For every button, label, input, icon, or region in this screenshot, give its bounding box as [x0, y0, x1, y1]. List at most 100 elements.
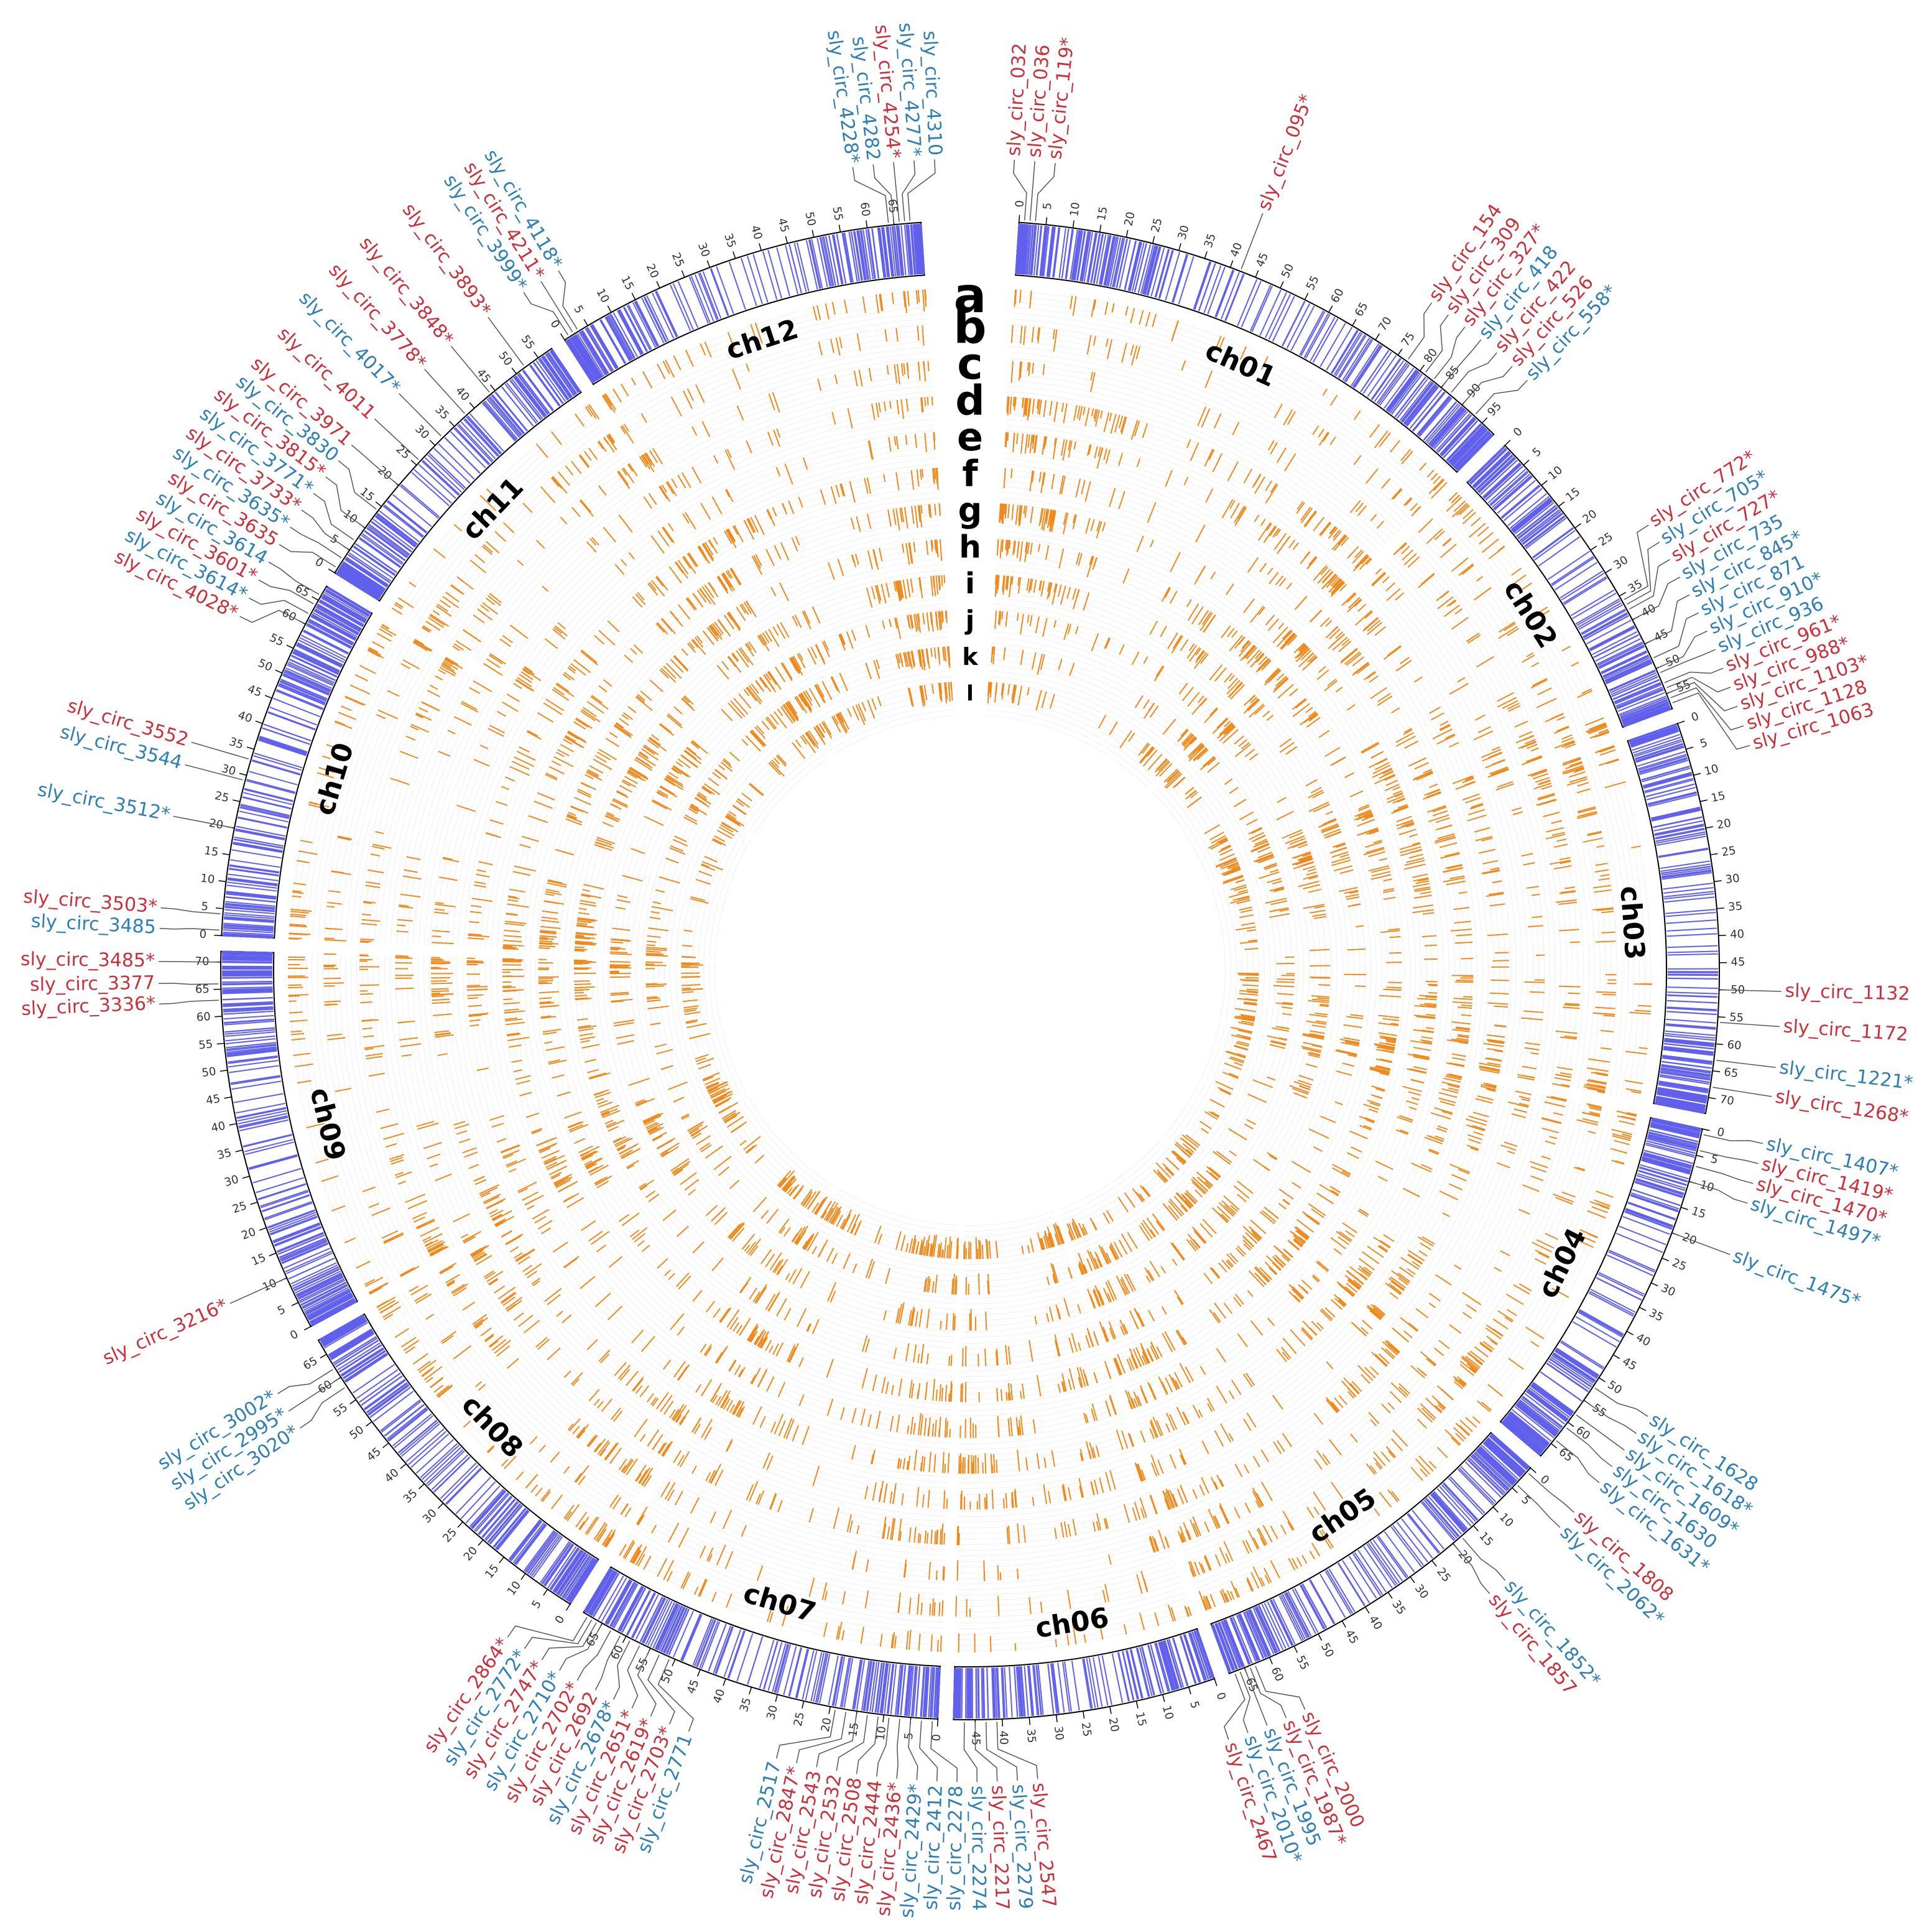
expression-mark — [1412, 1261, 1421, 1268]
expression-mark — [1443, 877, 1465, 883]
expression-mark — [1267, 878, 1282, 884]
expression-mark — [1303, 712, 1318, 724]
expression-mark — [1345, 894, 1359, 898]
expression-mark — [1023, 326, 1026, 345]
expression-mark — [1162, 1490, 1171, 1510]
expression-mark — [1263, 1567, 1272, 1583]
track-grid-line — [1412, 816, 1438, 1060]
expression-mark — [1135, 346, 1141, 359]
expression-mark — [1264, 1261, 1278, 1275]
expression-mark — [1576, 1119, 1598, 1126]
expression-mark — [1453, 1427, 1466, 1440]
expression-mark — [1093, 1290, 1101, 1307]
expression-mark — [1257, 851, 1273, 858]
expression-mark — [439, 1263, 456, 1274]
expression-mark — [1560, 1072, 1572, 1076]
expression-mark — [1032, 1496, 1035, 1506]
expression-mark — [1180, 1149, 1191, 1158]
expression-mark — [1278, 1037, 1288, 1041]
expression-mark — [1524, 981, 1545, 983]
expression-mark — [1121, 1431, 1129, 1449]
expression-mark — [1351, 903, 1361, 906]
expression-mark — [1351, 1381, 1362, 1392]
expression-mark — [1275, 575, 1284, 585]
expression-mark — [1332, 756, 1346, 766]
expression-mark — [1461, 564, 1474, 575]
expression-mark — [1089, 1442, 1094, 1459]
expression-mark — [1144, 1267, 1153, 1282]
expression-mark — [1361, 741, 1379, 753]
expression-mark — [1410, 503, 1418, 511]
expression-mark — [1331, 534, 1346, 550]
expression-mark — [1106, 1210, 1114, 1222]
expression-mark — [1584, 1084, 1606, 1090]
expression-mark — [1061, 475, 1066, 494]
expression-mark — [1010, 325, 1014, 343]
expression-mark — [892, 1483, 897, 1505]
expression-mark — [1367, 619, 1381, 632]
expression-mark — [883, 1310, 887, 1320]
expression-mark — [1420, 1403, 1436, 1419]
expression-mark — [1072, 588, 1077, 600]
expression-mark — [1117, 1354, 1126, 1374]
track-grid-line — [692, 828, 732, 958]
expression-mark — [1487, 1039, 1505, 1043]
expression-mark — [1076, 589, 1080, 598]
expression-mark — [1260, 1537, 1265, 1546]
expression-mark — [1260, 356, 1269, 370]
expression-mark — [1459, 1360, 1476, 1374]
expression-mark — [1388, 1278, 1405, 1291]
expression-mark — [1062, 1381, 1066, 1392]
expression-mark — [1350, 1014, 1364, 1017]
expression-mark — [1138, 742, 1149, 756]
expression-mark — [1306, 871, 1317, 876]
expression-mark — [1066, 1590, 1071, 1609]
expression-mark — [1361, 815, 1374, 822]
expression-mark — [817, 1244, 826, 1258]
expression-mark — [1367, 621, 1382, 636]
expression-mark — [1113, 1241, 1123, 1258]
expression-mark — [1589, 1113, 1601, 1116]
expression-mark — [360, 1001, 372, 1004]
expression-mark — [1331, 851, 1349, 858]
expression-mark — [1298, 880, 1320, 888]
expression-mark — [1340, 648, 1358, 664]
expression-mark — [1188, 643, 1195, 651]
expression-mark — [1422, 912, 1435, 915]
expression-mark — [757, 1490, 765, 1505]
expression-mark — [1433, 1347, 1444, 1357]
expression-mark — [1156, 1346, 1163, 1358]
expression-mark — [1172, 1243, 1186, 1261]
track-grid-line — [766, 1309, 953, 1366]
expression-mark — [1011, 685, 1016, 704]
track-grid-line — [988, 687, 1168, 768]
expression-mark — [1171, 320, 1179, 342]
expression-mark — [456, 1130, 468, 1135]
expression-mark — [1270, 1560, 1280, 1579]
expression-mark — [1224, 1205, 1236, 1215]
track-grid-line — [346, 650, 434, 942]
expression-mark — [1307, 1052, 1321, 1057]
expression-mark — [1289, 1085, 1310, 1093]
track-grid-line — [959, 1412, 1123, 1439]
expression-mark — [1596, 991, 1616, 993]
expression-mark — [1109, 1245, 1119, 1260]
expression-mark — [1461, 1004, 1472, 1007]
expression-mark — [1398, 804, 1408, 809]
expression-mark — [1093, 1371, 1098, 1383]
track-grid-line — [535, 959, 588, 1177]
track-grid-line — [1240, 705, 1325, 838]
expression-mark — [838, 1621, 843, 1640]
expression-mark — [1272, 626, 1288, 644]
expression-mark — [1045, 509, 1050, 524]
expression-mark — [1412, 873, 1428, 878]
expression-mark — [1137, 1463, 1145, 1482]
expression-mark — [1242, 1036, 1251, 1040]
expression-mark — [905, 1243, 909, 1253]
expression-mark — [1512, 811, 1523, 815]
expression-mark — [913, 1449, 918, 1471]
expression-mark — [1370, 514, 1377, 521]
expression-mark — [1017, 685, 1023, 706]
expression-mark — [506, 1158, 527, 1168]
track-grid-line — [1068, 1158, 1182, 1236]
